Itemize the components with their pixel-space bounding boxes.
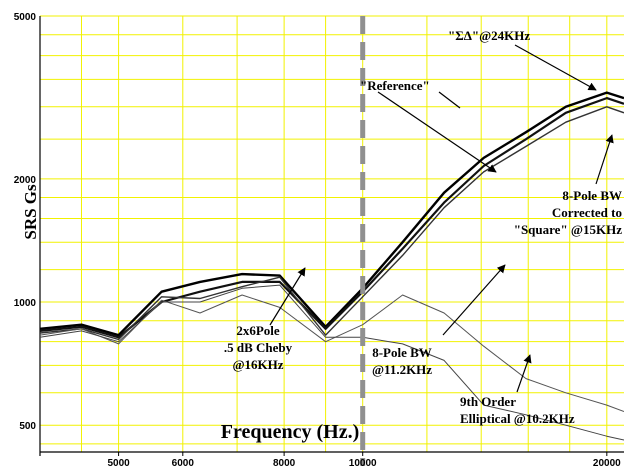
- x-tick-label: 10000: [349, 458, 377, 468]
- annotation-arrow: [442, 264, 506, 336]
- x-axis-title: Frequency (Hz.): [221, 421, 360, 443]
- annotation-line: 2x6Pole: [236, 323, 280, 338]
- annotation-arrow: [595, 134, 614, 185]
- annotation-6: 9th Order Elliptical @10.2KHz: [460, 394, 575, 426]
- annotation-arrow: [514, 44, 597, 91]
- grid: [39, 15, 624, 452]
- series-line-2: [39, 96, 624, 339]
- y-axis-title: SRS Gs: [21, 184, 40, 240]
- tick-labels: 5000 6000 8000 10000 20000 500 1000 2000 5000: [14, 12, 621, 468]
- series-line-3: [39, 106, 624, 341]
- annotation-line: Elliptical @10.2KHz: [460, 411, 575, 426]
- annotation-arrows: [269, 44, 614, 393]
- series-line-5: [39, 284, 624, 441]
- annotation-line: Corrected to: [552, 205, 622, 220]
- annotation-line: @16KHz: [232, 357, 283, 372]
- annotation-arrow: [438, 91, 461, 109]
- y-tick-label: 5000: [14, 12, 37, 23]
- annotation-line: "ΣΔ"@24KHz: [448, 28, 530, 43]
- annotation-line: 8-Pole BW: [372, 345, 432, 360]
- x-tick-label: 20000: [593, 458, 621, 468]
- annotation-line: @11.2KHz: [372, 362, 432, 377]
- annotation-line: .5 dB Cheby: [224, 340, 293, 355]
- series-group: [39, 16, 624, 466]
- plot-frame: [39, 16, 624, 456]
- annotation-line: 8-Pole BW: [562, 188, 622, 203]
- annotation-arrow: [516, 354, 532, 393]
- x-tick-label: 6000: [172, 458, 195, 468]
- annotation-5: 8-Pole BW @11.2KHz: [372, 345, 432, 377]
- annotation-arrow: [269, 267, 306, 326]
- annotation-3: 8-Pole BW Corrected to "Square" @15KHz: [514, 188, 622, 237]
- series-line-1: [39, 91, 624, 337]
- annotation-2: "Reference": [360, 78, 430, 93]
- annotation-line: "Square" @15KHz: [514, 222, 622, 237]
- annotation-arrow: [377, 91, 497, 173]
- annotations: "ΣΔ"@24KHz "Reference" 8-Pole BW Corrected …: [224, 28, 622, 426]
- y-tick-label: 1000: [14, 298, 37, 309]
- y-tick-label: 500: [19, 421, 36, 432]
- annotation-line: 9th Order: [460, 394, 516, 409]
- y-tick-label: 2000: [14, 175, 37, 186]
- x-tick-label: 8000: [273, 458, 296, 468]
- x-tick-label: 5000: [107, 458, 130, 468]
- annotation-line: "Reference": [360, 78, 430, 93]
- annotation-4: 2x6Pole .5 dB Cheby @16KHz: [224, 323, 293, 372]
- annotation-1: "ΣΔ"@24KHz: [448, 28, 530, 43]
